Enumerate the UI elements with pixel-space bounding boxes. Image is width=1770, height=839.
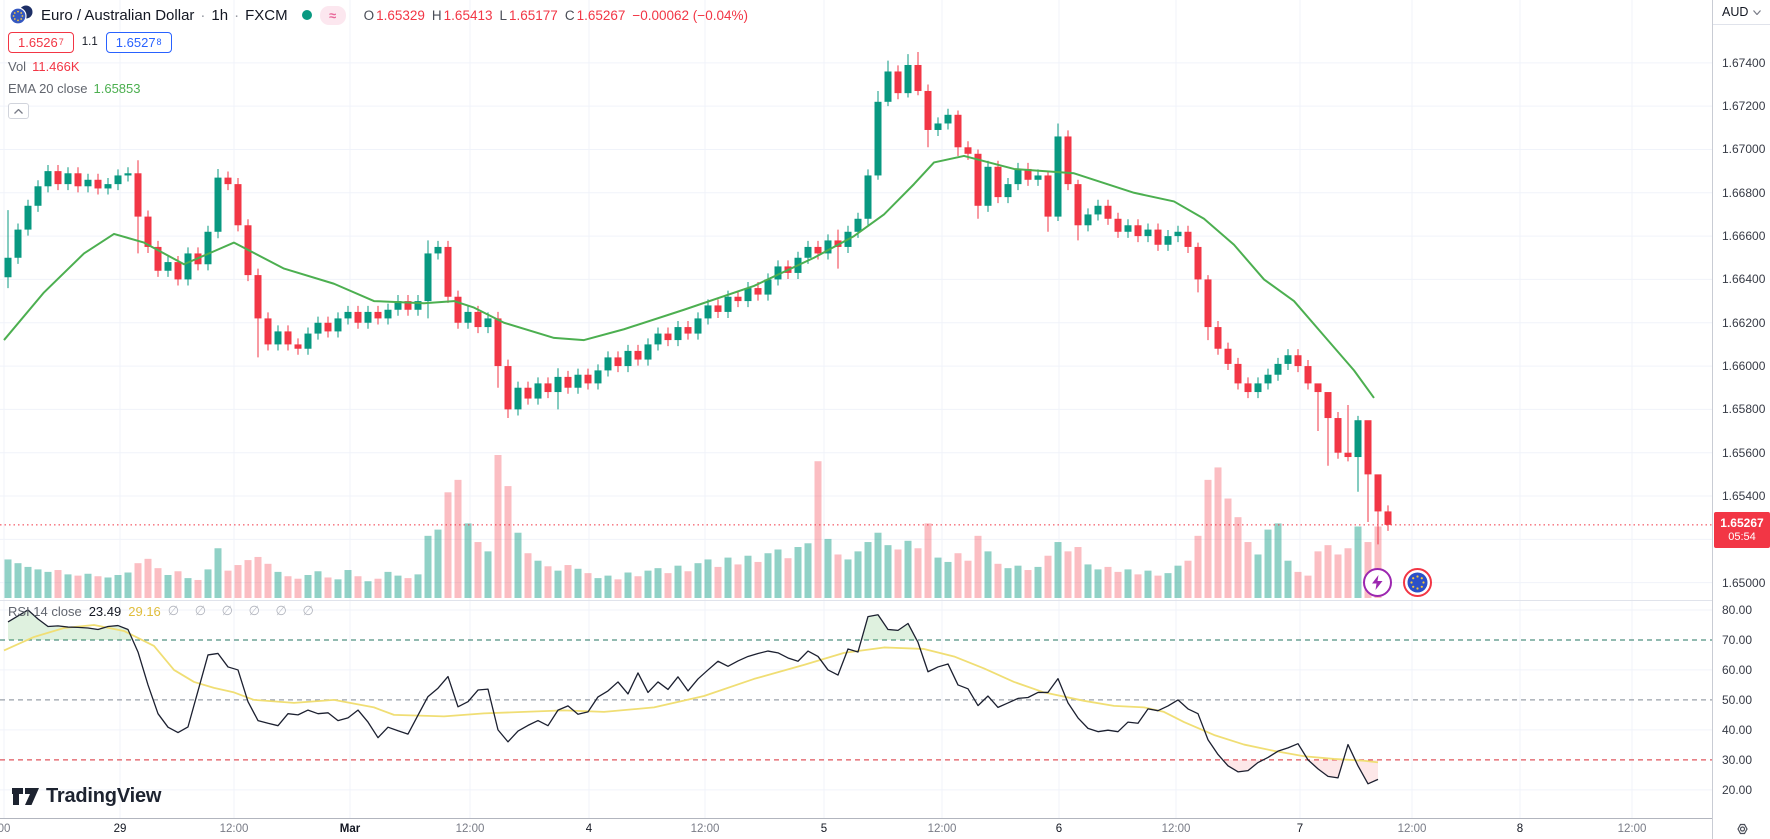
price-axis-label: 1.67200: [1722, 99, 1766, 114]
ema-legend-row[interactable]: EMA 20 close 1.65853: [8, 79, 748, 97]
close-value: 1.65267: [576, 7, 626, 23]
currency-selector[interactable]: AUD: [1713, 0, 1770, 25]
time-axis-label: 12:00: [1161, 823, 1191, 835]
time-axis-label: 6: [1055, 823, 1063, 835]
exchange-label[interactable]: FXCM: [245, 6, 288, 24]
bid-ask-row: 1.6526 7 1.1 1.6527 8: [8, 31, 748, 53]
time-axis-label: 7: [1296, 823, 1304, 835]
time-axis-label: 12:00: [1617, 823, 1647, 835]
volume-value: 11.466K: [32, 58, 80, 74]
axis-settings-button[interactable]: [1713, 819, 1770, 839]
rsi-label: RSI 14 close: [8, 603, 82, 619]
time-axis-label: 12:00: [690, 823, 720, 835]
time-axis-label: 12:00: [455, 823, 485, 835]
currency-label: AUD: [1722, 5, 1749, 19]
symbol-marker-button[interactable]: [1403, 568, 1432, 597]
collapse-indicators-button[interactable]: [8, 103, 29, 119]
ema-label: EMA 20 close: [8, 80, 88, 96]
tradingview-mark-icon: [12, 788, 39, 805]
rsi-axis-label: 60.00: [1722, 662, 1753, 677]
time-axis-label: 12:00: [1397, 823, 1427, 835]
volume-legend-row[interactable]: Vol 11.466K: [8, 57, 748, 75]
high-label: H: [431, 7, 442, 23]
chevron-down-icon: [1753, 9, 1762, 15]
approx-data-icon[interactable]: ≈: [319, 5, 346, 25]
instant-order-button[interactable]: [1363, 568, 1392, 597]
rsi-value: 23.49: [88, 603, 122, 619]
rsi-axis-label: 30.00: [1722, 752, 1753, 767]
eur-aud-pair-icon: [8, 5, 35, 25]
low-value: 1.65177: [509, 7, 558, 23]
interval-button[interactable]: 1h: [211, 6, 229, 24]
tradingview-logo[interactable]: TradingView: [12, 785, 161, 808]
rsi-empty-slots: ∅ ∅ ∅ ∅ ∅ ∅: [167, 603, 320, 618]
price-axis-label: 1.65400: [1722, 489, 1766, 504]
eu-flag-icon: [1407, 572, 1428, 593]
bar-countdown: 05:54: [1728, 530, 1756, 543]
close-label: C: [564, 7, 575, 23]
market-status-dot-icon[interactable]: [301, 10, 312, 20]
high-value: 1.65413: [443, 7, 493, 23]
price-axis-label: 1.67400: [1722, 55, 1766, 70]
price-axis-label: 1.66400: [1722, 272, 1766, 287]
change-value: −0.00062 (−0.04%): [632, 7, 748, 23]
tradingview-logo-text: TradingView: [46, 785, 162, 807]
ema-value: 1.65853: [93, 80, 141, 96]
price-axis-label: 1.66800: [1722, 185, 1766, 200]
price-axis[interactable]: AUD 1.67400 1.67200 1.67000 1.66800 1.66600 1…: [1712, 0, 1770, 839]
time-axis-label: 29: [113, 823, 127, 835]
time-axis-label: 4: [585, 823, 593, 835]
chart-legend: Euro / Australian Dollar · 1h · FXCM ≈ O…: [8, 4, 748, 119]
sell-button[interactable]: 1.6526 7: [8, 31, 74, 53]
price-axis-label: 1.67000: [1722, 142, 1766, 157]
time-axis-label: 12:00: [219, 823, 249, 835]
time-axis[interactable]: 00 29 12:00 Mar 12:00 4 12:00 5 12:00 6 12:00 7 12:0…: [0, 818, 1712, 839]
gear-icon: [1736, 823, 1748, 835]
ohlc-readout: O 1.65329 H 1.65413 L 1.65177 C 1.65267 …: [364, 8, 748, 23]
symbol-row: Euro / Australian Dollar · 1h · FXCM ≈ O…: [8, 4, 748, 26]
rsi-axis-label: 40.00: [1722, 722, 1753, 737]
spread-value: 1.1: [81, 36, 98, 48]
rsi-axis-label: 80.00: [1722, 602, 1753, 617]
separator: ·: [234, 6, 240, 24]
rsi-legend-row[interactable]: RSI 14 close 23.49 29.16 ∅ ∅ ∅ ∅ ∅ ∅: [8, 603, 320, 619]
time-axis-label: 12:00: [927, 823, 957, 835]
symbol-title[interactable]: Euro / Australian Dollar: [41, 6, 195, 24]
rsi-axis-label: 50.00: [1722, 692, 1753, 707]
price-axis-label: 1.66200: [1722, 315, 1766, 330]
time-axis-label: Mar: [339, 823, 361, 835]
price-axis-label: 1.65800: [1722, 402, 1766, 417]
last-price-value: 1.65267: [1720, 515, 1764, 530]
price-axis-label: 1.66000: [1722, 359, 1766, 374]
chevron-up-icon: [14, 108, 23, 114]
price-axis-label: 1.66600: [1722, 229, 1766, 244]
time-axis-label: 8: [1516, 823, 1524, 835]
last-price-badge: 1.65267 05:54: [1714, 512, 1770, 548]
rsi-ma-value: 29.16: [128, 603, 161, 619]
volume-label: Vol: [8, 58, 27, 74]
time-axis-label: 00: [0, 823, 11, 835]
buy-button[interactable]: 1.6527 8: [105, 31, 172, 53]
rsi-axis-label: 20.00: [1722, 782, 1753, 797]
open-label: O: [363, 7, 375, 23]
price-axis-label: 1.65000: [1722, 575, 1766, 590]
open-value: 1.65329: [376, 7, 425, 23]
lightning-bolt-icon: [1372, 575, 1383, 590]
price-axis-label: 1.65600: [1722, 445, 1766, 460]
separator: ·: [200, 6, 206, 24]
low-label: L: [499, 7, 507, 23]
time-axis-label: 5: [820, 823, 828, 835]
rsi-axis-label: 70.00: [1722, 632, 1753, 647]
